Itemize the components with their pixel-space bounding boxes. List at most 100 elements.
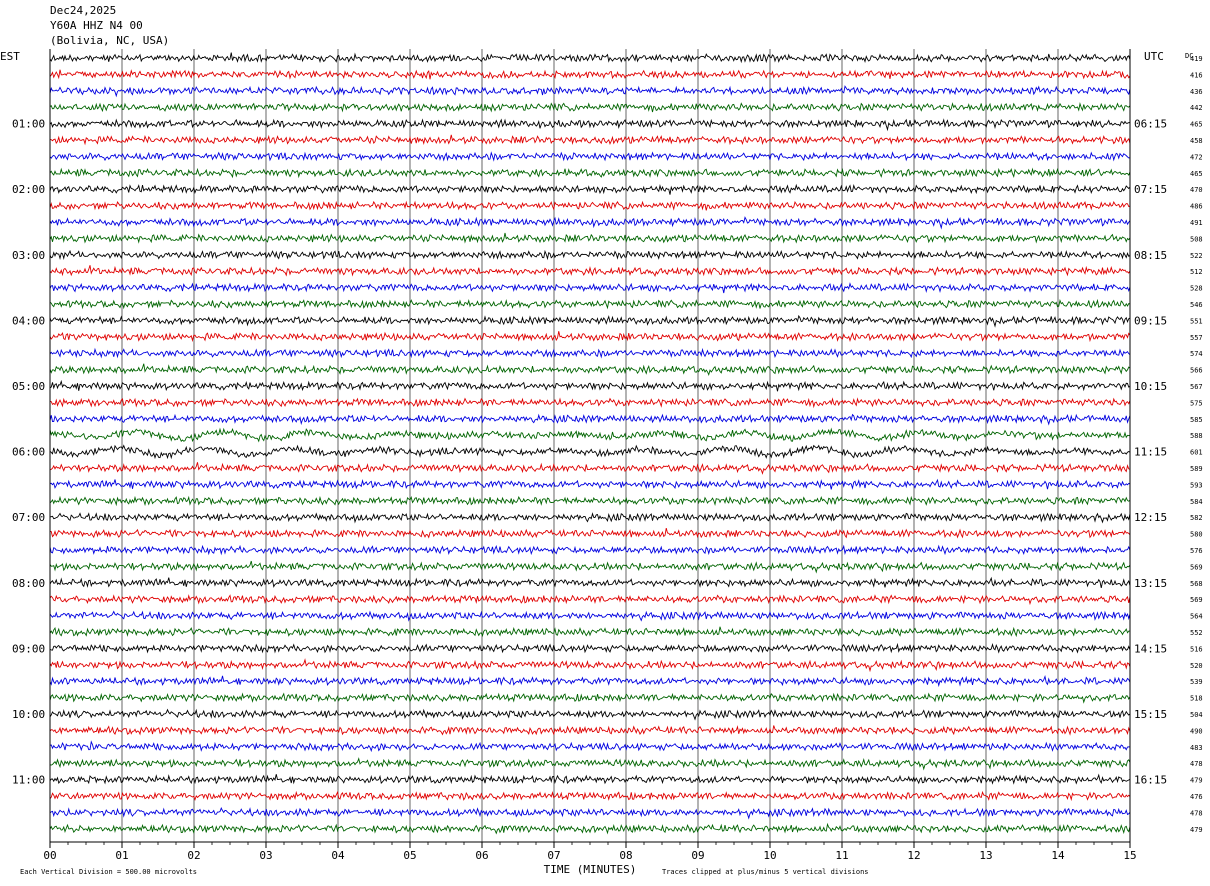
dc-offset-label: 476 bbox=[1190, 793, 1203, 801]
utc-time-label: 14:15 bbox=[1134, 642, 1167, 655]
dc-offset-label: 574 bbox=[1190, 350, 1203, 358]
dc-offset-label: 569 bbox=[1190, 563, 1203, 571]
seismic-trace bbox=[49, 347, 1131, 359]
dc-offset-label: 582 bbox=[1190, 514, 1203, 522]
seismic-trace bbox=[49, 512, 1131, 524]
utc-time-label: 12:15 bbox=[1134, 511, 1167, 524]
dc-offset-label: 458 bbox=[1190, 137, 1203, 145]
dc-offset-label: 580 bbox=[1190, 531, 1203, 539]
seismic-trace bbox=[49, 298, 1131, 310]
x-tick-label: 06 bbox=[475, 849, 488, 862]
seismic-trace bbox=[49, 167, 1131, 179]
seismic-trace bbox=[49, 101, 1131, 113]
dc-offset-label: 567 bbox=[1190, 383, 1203, 391]
location-label: (Bolivia, NC, USA) bbox=[50, 34, 170, 47]
dc-offset-label: 601 bbox=[1190, 449, 1203, 457]
x-tick-label: 13 bbox=[979, 849, 992, 862]
plot-axes bbox=[49, 49, 1131, 848]
est-time-label: 01:00 bbox=[12, 118, 45, 131]
dc-offset-label: 589 bbox=[1190, 465, 1203, 473]
seismic-trace bbox=[49, 379, 1131, 392]
dc-offset-label: 478 bbox=[1190, 809, 1203, 817]
x-tick-label: 07 bbox=[547, 849, 560, 862]
seismic-trace bbox=[49, 692, 1131, 704]
x-tick-label: 14 bbox=[1051, 849, 1065, 862]
seismic-trace bbox=[49, 560, 1131, 574]
dc-offset-label: 593 bbox=[1190, 481, 1203, 489]
dc-offset-label: 516 bbox=[1190, 645, 1203, 653]
dc-offset-label: 584 bbox=[1190, 498, 1203, 506]
dc-offset-label: 522 bbox=[1190, 252, 1203, 260]
est-time-label: 07:00 bbox=[12, 511, 45, 524]
seismic-trace bbox=[49, 232, 1131, 244]
seismic-trace bbox=[49, 397, 1131, 409]
utc-time-label: 15:15 bbox=[1134, 708, 1167, 721]
utc-time-label: 09:15 bbox=[1134, 314, 1167, 327]
dc-offset-label: 486 bbox=[1190, 203, 1203, 211]
seismic-trace bbox=[49, 822, 1131, 835]
x-axis-title: TIME (MINUTES) bbox=[544, 863, 637, 876]
seismic-trace bbox=[49, 478, 1131, 490]
channel-label: Y60A HHZ N4 00 bbox=[50, 19, 143, 32]
dc-offset-label: 465 bbox=[1190, 170, 1203, 178]
clip-footnote: Traces clipped at plus/minus 5 vertical … bbox=[662, 868, 869, 876]
seismic-trace bbox=[49, 594, 1131, 606]
dc-offset-label: 442 bbox=[1190, 104, 1203, 112]
date-label: Dec24,2025 bbox=[50, 4, 117, 17]
seismic-traces bbox=[49, 52, 1131, 835]
dc-offset-label: 436 bbox=[1190, 88, 1203, 96]
utc-time-label: 16:15 bbox=[1134, 774, 1167, 787]
seismic-trace bbox=[49, 314, 1131, 328]
x-tick-label: 09 bbox=[691, 849, 704, 862]
x-tick-label: 01 bbox=[115, 849, 128, 862]
dc-offset-label: 479 bbox=[1190, 777, 1203, 785]
dc-offset-label: 588 bbox=[1190, 432, 1203, 440]
seismic-trace bbox=[49, 725, 1131, 736]
x-tick-label: 12 bbox=[907, 849, 920, 862]
seismic-trace bbox=[49, 85, 1131, 98]
scale-footnote: Each Vertical Division = 500.00 microvol… bbox=[20, 868, 197, 876]
seismic-trace bbox=[49, 675, 1131, 688]
est-time-label: 06:00 bbox=[12, 446, 45, 459]
dc-offset-label: 479 bbox=[1190, 826, 1203, 834]
dc-offset-label: 569 bbox=[1190, 596, 1203, 604]
seismic-trace bbox=[49, 151, 1131, 162]
dc-offset-label: 539 bbox=[1190, 678, 1203, 686]
seismic-trace bbox=[49, 216, 1131, 230]
seismic-trace bbox=[49, 610, 1131, 622]
dc-offset-label: 557 bbox=[1190, 334, 1203, 342]
dc-offset-label: 490 bbox=[1190, 727, 1203, 735]
dc-axis-label: DC bbox=[1185, 52, 1193, 60]
seismic-trace bbox=[49, 413, 1131, 426]
seismic-trace bbox=[49, 708, 1131, 721]
seismic-trace bbox=[49, 527, 1131, 539]
dc-offset-label: 470 bbox=[1190, 186, 1203, 194]
x-tick-label: 00 bbox=[43, 849, 56, 862]
dc-offset-label: 478 bbox=[1190, 760, 1203, 768]
x-tick-label: 15 bbox=[1123, 849, 1136, 862]
dc-offset-label: 585 bbox=[1190, 416, 1203, 424]
dc-offset-label: 465 bbox=[1190, 121, 1203, 129]
est-time-label: 10:00 bbox=[12, 708, 45, 721]
utc-time-label: 06:15 bbox=[1134, 118, 1167, 131]
seismic-trace bbox=[49, 249, 1131, 261]
minute-gridlines bbox=[49, 49, 1131, 842]
seismic-trace bbox=[49, 183, 1131, 195]
seismic-trace bbox=[49, 773, 1131, 785]
seismic-trace bbox=[49, 69, 1131, 80]
dc-offset-label: 566 bbox=[1190, 367, 1203, 375]
est-time-label: 03:00 bbox=[12, 249, 45, 262]
utc-time-label: 07:15 bbox=[1134, 183, 1167, 196]
seismic-trace bbox=[49, 117, 1130, 132]
seismic-trace bbox=[49, 462, 1131, 475]
seismic-trace bbox=[49, 790, 1131, 802]
axis-labels: 419 416 436 442 465 458 472 465 470 486 491 508 522 5… bbox=[0, 50, 1203, 876]
dc-offset-label: 564 bbox=[1190, 613, 1203, 621]
seismic-trace bbox=[49, 444, 1131, 460]
est-time-label: 08:00 bbox=[12, 577, 45, 590]
seismic-trace bbox=[49, 282, 1131, 294]
x-tick-label: 02 bbox=[187, 849, 200, 862]
seismic-trace bbox=[49, 200, 1131, 211]
dc-offset-label: 552 bbox=[1190, 629, 1203, 637]
